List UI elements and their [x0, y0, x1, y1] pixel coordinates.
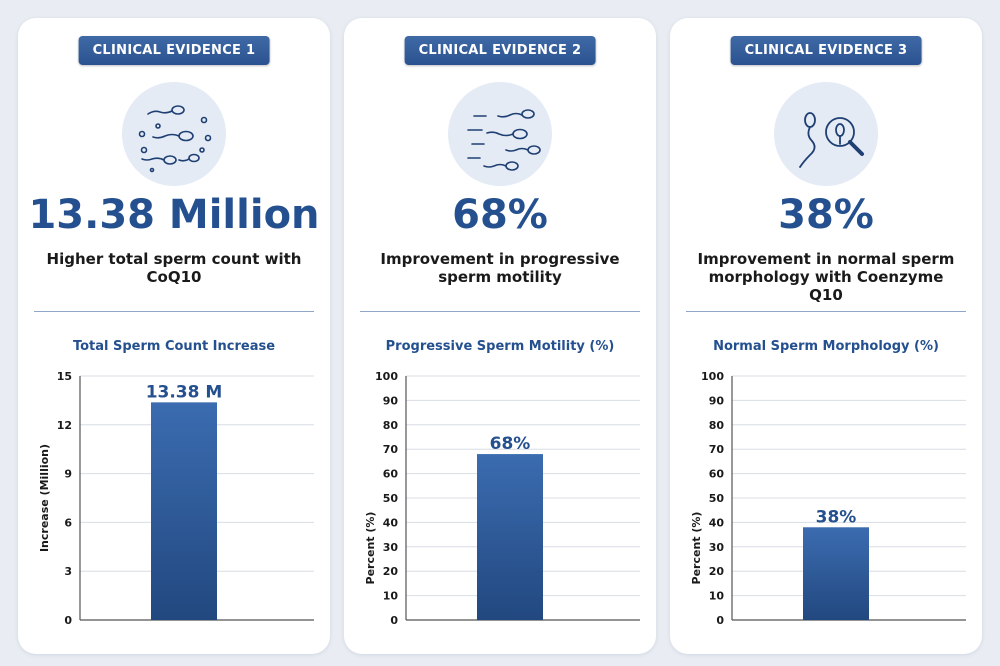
y-tick-label: 50	[383, 492, 399, 505]
y-tick-label: 20	[709, 565, 725, 578]
y-tick-label: 40	[383, 516, 399, 529]
evidence-card-1: CLINICAL EVIDENCE 1 13.38 Million	[18, 18, 330, 654]
y-tick-label: 70	[383, 443, 399, 456]
stat-description: Higher total sperm count with CoQ10	[46, 250, 302, 286]
bar-chart-progressive-motility: 0 10 20 30 40 50 60 70 80 90 100 Percent (%) 68%	[364, 370, 640, 627]
y-tick-label: 30	[383, 541, 399, 554]
y-tick-label: 0	[390, 614, 398, 627]
y-tick-label: 10	[709, 590, 725, 603]
y-tick-label: 0	[716, 614, 724, 627]
bar-data-label: 38%	[816, 507, 857, 527]
y-tick-label: 60	[383, 468, 399, 481]
stat-description: Improvement in normal sperm morphology w…	[697, 250, 955, 304]
clinical-evidence-badge: CLINICAL EVIDENCE 2	[404, 36, 596, 65]
stat-description: Improvement in progressive sperm motilit…	[380, 250, 620, 286]
bar-chart-total-sperm-count: 0 3 6 9 12 15 Increase (Million) 13.38 M	[38, 370, 314, 627]
y-tick-label: 80	[383, 419, 399, 432]
y-axis-label: Percent (%)	[690, 512, 703, 585]
bar-data-label: 13.38 M	[146, 382, 223, 402]
y-tick-label: 80	[709, 419, 725, 432]
y-tick-label: 12	[57, 419, 72, 432]
y-tick-label: 40	[709, 516, 725, 529]
chart-title: Progressive Sperm Motility (%)	[385, 339, 615, 354]
bar-data-label: 68%	[490, 434, 531, 454]
y-tick-label: 9	[64, 468, 72, 481]
evidence-card-3: CLINICAL EVIDENCE 3 38% Improvement in n…	[670, 18, 982, 654]
chart-title: Total Sperm Count Increase	[72, 339, 276, 354]
divider	[686, 311, 966, 312]
y-tick-label: 90	[709, 394, 725, 407]
clinical-evidence-badge: CLINICAL EVIDENCE 3	[730, 36, 922, 65]
y-tick-label: 60	[709, 468, 725, 481]
divider	[360, 311, 640, 312]
y-tick-label: 100	[375, 370, 398, 383]
evidence-card-2: CLINICAL EVIDENCE 2 68% Improvement in p…	[344, 18, 656, 654]
bar-chart-normal-morphology: 0 10 20 30 40 50 60 70 80 90 100 Percent (%) 38%	[690, 370, 966, 627]
y-tick-label: 3	[64, 565, 72, 578]
bar	[477, 454, 543, 620]
stat-value: 13.38 Million	[28, 192, 320, 238]
chart-title: Normal Sperm Morphology (%)	[713, 339, 939, 354]
y-tick-label: 0	[64, 614, 72, 627]
bar	[151, 402, 217, 620]
stat-value: 38%	[778, 192, 874, 238]
y-tick-label: 6	[64, 516, 72, 529]
y-tick-label: 20	[383, 565, 399, 578]
y-tick-label: 90	[383, 394, 399, 407]
y-tick-label: 30	[709, 541, 725, 554]
clinical-evidence-badge: CLINICAL EVIDENCE 1	[78, 36, 270, 65]
motile-sperm-icon	[448, 82, 552, 186]
y-tick-label: 10	[383, 590, 399, 603]
magnified-sperm-icon	[774, 82, 878, 186]
y-tick-label: 15	[57, 370, 72, 383]
y-tick-label: 100	[701, 370, 724, 383]
y-tick-label: 50	[709, 492, 725, 505]
stat-value: 68%	[452, 192, 548, 238]
y-tick-label: 70	[709, 443, 725, 456]
y-axis-label: Increase (Million)	[38, 444, 51, 552]
y-axis-label: Percent (%)	[364, 512, 377, 585]
bar	[803, 527, 869, 620]
divider	[34, 311, 314, 312]
sperm-cells-icon	[122, 82, 226, 186]
